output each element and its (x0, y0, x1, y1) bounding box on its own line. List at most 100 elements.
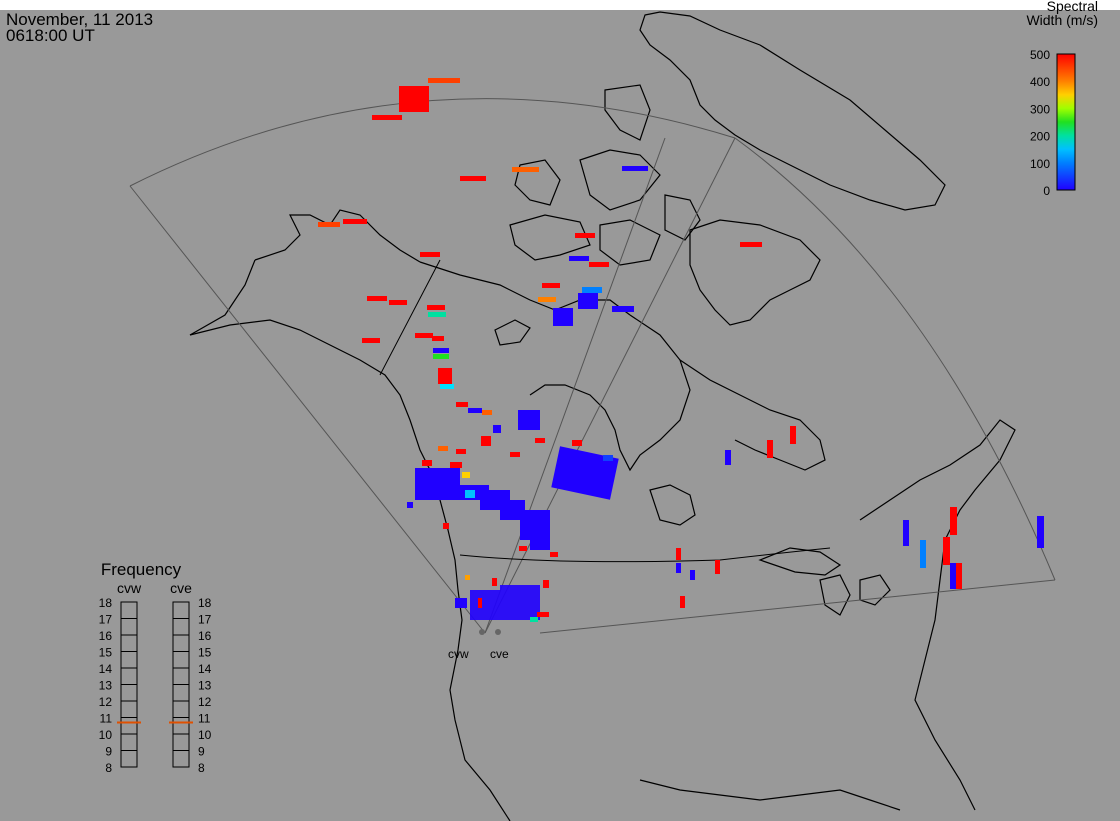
lake-michigan (819, 574, 851, 616)
scatter-cell (512, 167, 539, 172)
frequency-tick-label: 18 (99, 596, 113, 610)
alaska-west-coast (189, 259, 256, 336)
frequency-title: Frequency (101, 560, 182, 579)
colorbar-title-line1: Spectral (1047, 0, 1098, 14)
scatter-cell (1037, 516, 1044, 548)
frequency-tick-label: 10 (198, 728, 212, 742)
scatter-cell (415, 468, 460, 500)
scatter-cell (589, 262, 609, 267)
island-coast (599, 219, 661, 266)
scatter-cell (407, 502, 413, 508)
scatter-cell (578, 293, 598, 309)
scatter-cell (478, 598, 482, 608)
hudson-bay-coast (529, 314, 691, 472)
frequency-tick-label: 12 (198, 695, 212, 709)
frequency-tick-label: 8 (105, 761, 112, 775)
scatter-cell (725, 450, 731, 465)
scatter-cell (572, 440, 582, 446)
coastlines (189, 11, 1016, 821)
scatter-cell (493, 425, 501, 433)
scatter-cell (903, 520, 909, 546)
scatter-cell (950, 507, 957, 535)
scatter-cell (553, 308, 573, 326)
island-coast (604, 84, 651, 141)
island-coast (514, 159, 561, 206)
scatter-cell (500, 585, 540, 620)
scatter-cell (367, 296, 387, 301)
scatter-cell (537, 612, 549, 617)
scatter-cell (950, 563, 956, 589)
frequency-tick-label: 14 (198, 662, 212, 676)
scatter-cell (362, 338, 380, 343)
scatter-cell (519, 546, 527, 551)
frequency-tick-label: 13 (99, 679, 113, 693)
scatter-cell (551, 446, 619, 500)
scatter-cell (432, 336, 444, 341)
scatter-cell (428, 78, 460, 83)
scatter-cell (465, 490, 475, 498)
header-date: November, 11 2013 (6, 10, 154, 29)
radar-sites: cvw cve (448, 629, 509, 661)
frequency-tick-label: 15 (99, 646, 113, 660)
scatter-cell (543, 580, 549, 588)
scatter-cell (415, 333, 433, 338)
scatter-cell (443, 523, 449, 529)
frequency-tick-label: 15 (198, 646, 212, 660)
island-coast (664, 194, 701, 241)
colorbar-tick-label: 300 (1030, 102, 1050, 116)
scatter-cell (372, 115, 402, 120)
scatter-cell (612, 306, 634, 312)
frequency-tick-label: 13 (198, 679, 212, 693)
scatter-cell (956, 563, 962, 589)
scatter-cell (676, 548, 681, 560)
frequency-radar-cvw: cvw (117, 580, 142, 596)
frequency-tick-label: 17 (198, 613, 212, 627)
frequency-tick-label: 18 (198, 596, 212, 610)
scatter-cell (422, 460, 432, 466)
alaska-south-coast (189, 319, 431, 471)
scatter-cell (420, 252, 440, 257)
fov-cvw-east-edge (484, 137, 666, 634)
frequency-radar-cve: cve (170, 580, 192, 596)
colorbar-tick-label: 100 (1030, 157, 1050, 171)
scatter-cell (428, 312, 446, 317)
scatter-cell (468, 408, 482, 413)
frequency-tick-label: 8 (198, 761, 205, 775)
frequency-grid: 18 17 16 15 14 13 12 11 10 9 8 18 17 16 15 14 13 12 11 10 9 8 (99, 596, 212, 775)
frequency-tick-label: 14 (99, 662, 113, 676)
frequency-tick-label: 10 (99, 728, 113, 742)
scatter-cell (482, 410, 492, 415)
alaska-border (379, 259, 441, 376)
lake-superior (758, 547, 842, 576)
scatter-cell (427, 305, 445, 310)
scatter-cell (389, 300, 407, 305)
scatter-cell (456, 402, 468, 407)
scatter-cell (575, 233, 595, 238)
scatter-cell (343, 219, 367, 224)
atlantic-coast (859, 419, 1016, 811)
map-background (0, 10, 1120, 821)
scatter-cell (518, 410, 540, 430)
scatter-cell (530, 535, 550, 550)
colorbar-tick-label: 400 (1030, 75, 1050, 89)
scatter-cell (943, 537, 950, 565)
frequency-tick-label: 16 (99, 629, 113, 643)
fov-cve-arc (734, 137, 1056, 581)
scatter-cell (450, 462, 462, 468)
scatter-cell (500, 500, 525, 520)
fov-cve-east-edge (539, 579, 1056, 634)
scatter-cell (715, 560, 720, 574)
scatter-cell (676, 563, 681, 573)
spectral-width-colorbar: Spectral Width (m/s) 500 400 300 200 100 0 (1026, 0, 1098, 198)
radar-scatter (318, 78, 1044, 622)
frequency-tick-label: 17 (99, 613, 113, 627)
colorbar-tick-label: 200 (1030, 130, 1050, 144)
scatter-cell (438, 368, 452, 384)
lake-winnipeg (649, 484, 696, 526)
baffin-coast (689, 219, 821, 326)
scatter-cell (920, 540, 926, 568)
scatter-cell (460, 176, 486, 181)
scatter-cell (465, 575, 470, 580)
scatter-cell (440, 384, 454, 389)
